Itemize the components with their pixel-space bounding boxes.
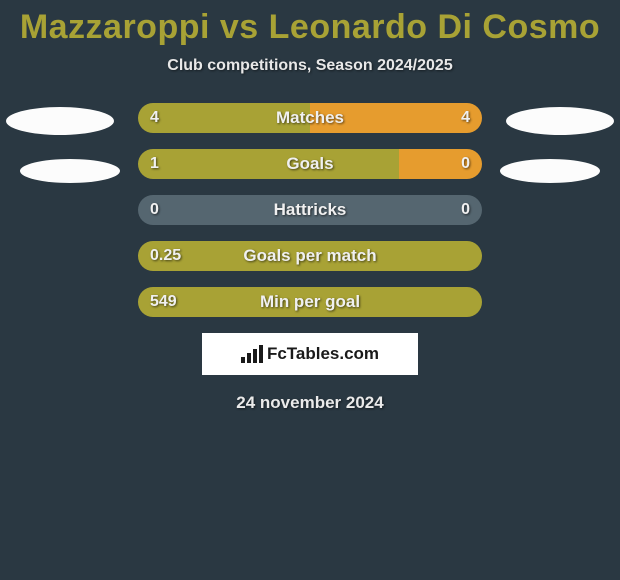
logo-box: FcTables.com (202, 333, 418, 375)
bars-container: 4 Matches 4 1 Goals 0 0 Hattricks 0 0.25… (138, 103, 482, 317)
comparison-area: 4 Matches 4 1 Goals 0 0 Hattricks 0 0.25… (0, 103, 620, 317)
player-left-shape-1 (6, 107, 114, 135)
bar-seg-left (138, 287, 482, 317)
player-right-shape-2 (500, 159, 600, 183)
logo: FcTables.com (241, 344, 379, 364)
player-left-shape-2 (20, 159, 120, 183)
bar-row-matches: 4 Matches 4 (138, 103, 482, 133)
player-right-shape-1 (506, 107, 614, 135)
bar-seg-left (138, 195, 482, 225)
bar-row-goals: 1 Goals 0 (138, 149, 482, 179)
bar-row-min-per-goal: 549 Min per goal (138, 287, 482, 317)
bar-row-hattricks: 0 Hattricks 0 (138, 195, 482, 225)
bar-seg-left (138, 103, 310, 133)
bars-icon (241, 345, 263, 363)
bar-seg-left (138, 241, 482, 271)
page-title: Mazzaroppi vs Leonardo Di Cosmo (0, 0, 620, 47)
subtitle: Club competitions, Season 2024/2025 (0, 57, 620, 75)
bar-row-goals-per-match: 0.25 Goals per match (138, 241, 482, 271)
logo-text: FcTables.com (267, 344, 379, 364)
bar-seg-right (399, 149, 482, 179)
bar-seg-left (138, 149, 399, 179)
date-text: 24 november 2024 (0, 393, 620, 413)
bar-seg-right (310, 103, 482, 133)
